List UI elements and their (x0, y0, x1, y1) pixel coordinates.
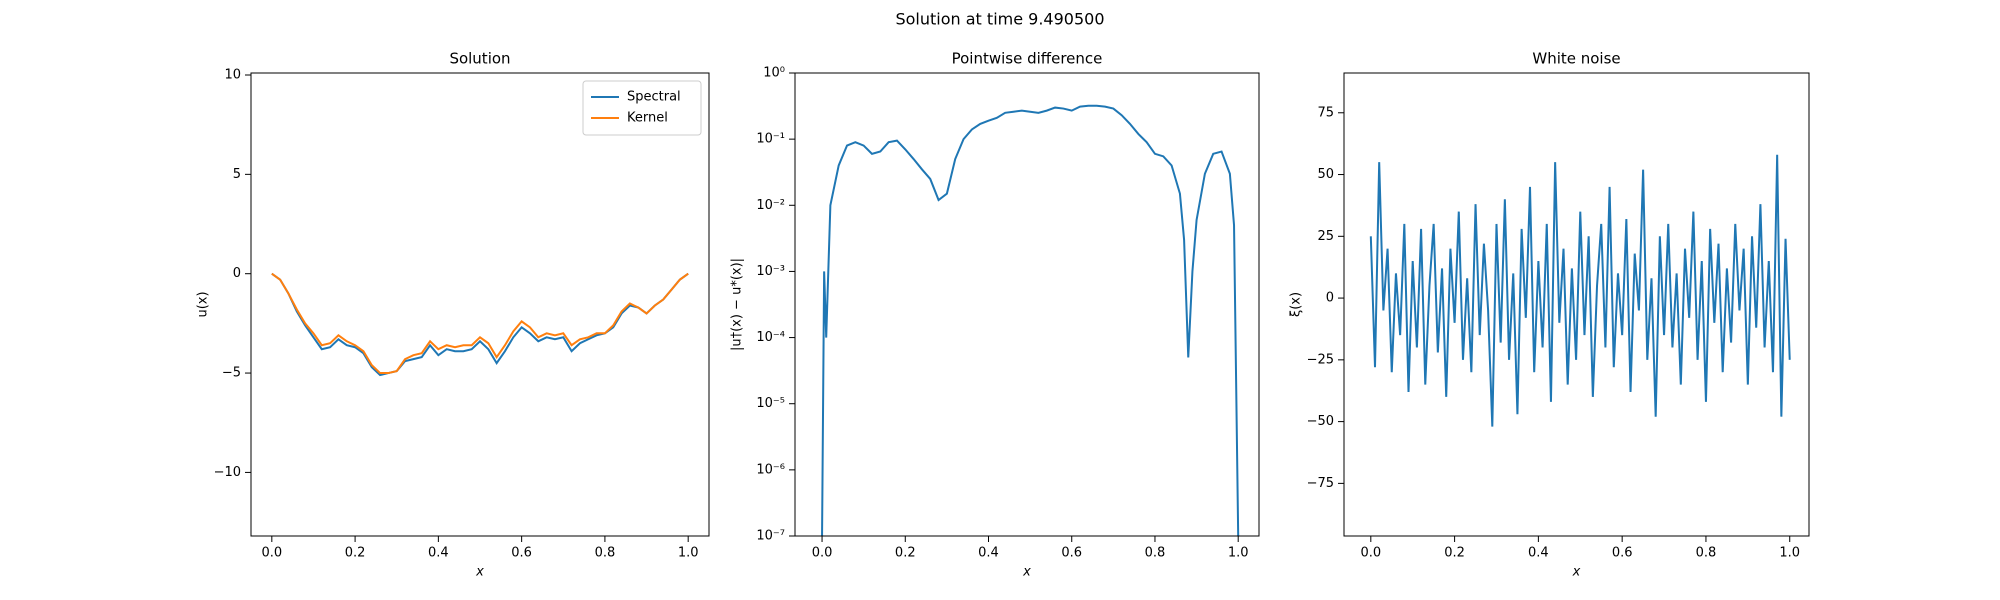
y-axis-label: ξ(x) (1289, 292, 1304, 317)
x-tick-label: 0.8 (595, 546, 616, 561)
y-tick-label: −50 (1307, 414, 1334, 429)
axes-frame (794, 72, 1260, 537)
y-axis-label: u(x) (196, 291, 211, 317)
line (271, 272, 689, 377)
legend-label: Kernel (627, 111, 668, 126)
y-tick-label: 10⁻¹ (756, 132, 785, 147)
y-tick-label: 10⁻⁴ (756, 330, 785, 345)
y-tick-label: 10⁻⁷ (756, 529, 785, 544)
y-axis-label: |u†(x) − u*(x)| (730, 258, 745, 351)
y-tick-label: 10⁻⁶ (756, 462, 785, 477)
y-tick-label: 10⁻³ (756, 264, 785, 279)
axes-title: Pointwise difference (952, 50, 1103, 68)
y-tick-label: 10 (224, 67, 241, 82)
axes-title: Solution (449, 50, 510, 68)
x-axis-label: x (475, 565, 484, 580)
x-tick-label: 0.4 (428, 546, 449, 561)
x-tick-label: 1.0 (1228, 546, 1249, 561)
x-tick-label: 0.2 (345, 546, 366, 561)
x-tick-label: 0.0 (1360, 546, 1381, 561)
y-tick-label: −5 (222, 366, 241, 381)
x-tick-label: 0.6 (1612, 546, 1633, 561)
x-tick-label: 0.2 (895, 546, 916, 561)
y-tick-label: 25 (1317, 229, 1334, 244)
axes-title: White noise (1532, 50, 1620, 68)
x-tick-label: 0.8 (1696, 546, 1717, 561)
line (271, 272, 689, 375)
y-tick-label: 0 (1326, 291, 1334, 306)
y-tick-label: 50 (1317, 167, 1334, 182)
x-tick-label: 0.6 (511, 546, 532, 561)
y-tick-label: 10⁰ (763, 66, 785, 81)
axes-frame (250, 72, 710, 537)
x-tick-label: 0.6 (1061, 546, 1082, 561)
figure-title: Solution at time 9.490500 (895, 10, 1104, 29)
x-tick-label: 0.0 (812, 546, 833, 561)
y-tick-label: 5 (233, 167, 241, 182)
axes-frame (1343, 72, 1810, 537)
y-tick-label: 10⁻² (756, 198, 785, 213)
x-tick-label: 0.8 (1145, 546, 1166, 561)
x-tick-label: 1.0 (678, 546, 699, 561)
y-tick-label: −75 (1307, 476, 1334, 491)
y-tick-label: −10 (214, 465, 241, 480)
y-tick-label: 0 (233, 266, 241, 281)
x-axis-label: x (1572, 565, 1581, 580)
legend-label: Spectral (627, 90, 681, 105)
x-tick-label: 0.4 (978, 546, 999, 561)
y-tick-label: −25 (1307, 352, 1334, 367)
x-tick-label: 0.4 (1528, 546, 1549, 561)
line (821, 104, 1240, 536)
legend-box (582, 80, 702, 136)
x-tick-label: 1.0 (1779, 546, 1800, 561)
x-tick-label: 0.2 (1444, 546, 1465, 561)
y-tick-label: 10⁻⁵ (756, 396, 785, 411)
x-tick-label: 0.0 (261, 546, 282, 561)
line (1369, 154, 1791, 427)
x-axis-label: x (1022, 565, 1031, 580)
y-tick-label: 75 (1317, 105, 1334, 120)
